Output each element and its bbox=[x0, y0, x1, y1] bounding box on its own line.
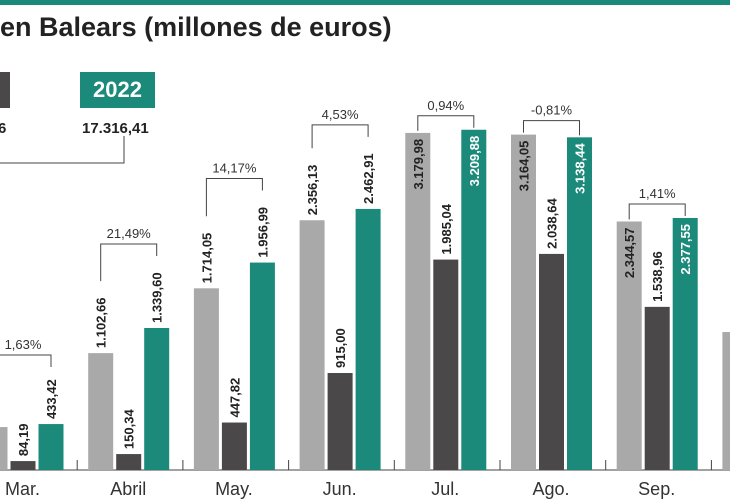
legend-2021-box bbox=[0, 72, 10, 108]
data-label: 447,82 bbox=[227, 378, 242, 418]
bar-2021 bbox=[116, 454, 142, 470]
data-label: 2.377,55 bbox=[678, 224, 693, 275]
change-bracket bbox=[100, 243, 158, 282]
legend-2022-box: 2022 bbox=[80, 72, 155, 108]
month-label: Sep. bbox=[638, 479, 675, 499]
bar-2020 bbox=[193, 288, 219, 470]
data-label: 1.339,60 bbox=[150, 272, 165, 323]
data-label: 1.714,05 bbox=[199, 233, 214, 284]
data-label: 915,00 bbox=[333, 328, 348, 368]
bar-2022 bbox=[249, 262, 275, 470]
bar-2020 bbox=[88, 353, 114, 470]
bar-2022 bbox=[672, 217, 698, 470]
change-label: 0,94% bbox=[427, 98, 464, 113]
bar-2021 bbox=[644, 306, 670, 470]
data-label: 84,19 bbox=[16, 424, 31, 457]
month-label: Abril bbox=[110, 479, 146, 499]
bar-2022 bbox=[567, 137, 592, 470]
change-bracket bbox=[417, 115, 475, 131]
bar-2020 bbox=[722, 332, 730, 470]
change-bracket bbox=[311, 124, 369, 149]
total-connector bbox=[0, 136, 125, 164]
bar-2022 bbox=[461, 129, 487, 470]
bar-2022 bbox=[38, 424, 64, 470]
change-bracket bbox=[0, 354, 52, 368]
data-label: 1.985,04 bbox=[439, 203, 454, 254]
bar-2022 bbox=[144, 328, 170, 470]
bar-2021 bbox=[539, 253, 564, 470]
data-label: 2.038,64 bbox=[545, 198, 560, 249]
change-bracket bbox=[628, 203, 686, 220]
data-label: 3.209,88 bbox=[467, 136, 482, 187]
data-label: 1.956,99 bbox=[255, 207, 270, 258]
change-label: 1,63% bbox=[5, 337, 42, 352]
bar-2021 bbox=[433, 259, 459, 470]
data-label: 150,34 bbox=[122, 409, 137, 450]
change-label: -0,81% bbox=[531, 103, 573, 118]
total-2021: 6 bbox=[0, 120, 7, 137]
month-label: Jun. bbox=[323, 479, 357, 499]
bar-2020 bbox=[616, 221, 642, 470]
bar-2020 bbox=[299, 220, 325, 470]
data-label: 3.164,05 bbox=[517, 141, 532, 192]
data-label: 2.356,13 bbox=[305, 165, 320, 216]
month-label: Ago. bbox=[532, 479, 569, 499]
data-label: 1.538,96 bbox=[650, 251, 665, 302]
bar-2022 bbox=[355, 208, 381, 471]
bar-2020 bbox=[405, 132, 431, 470]
bar-2021 bbox=[327, 373, 353, 470]
data-label: 3.179,98 bbox=[411, 139, 426, 190]
change-label: 14,17% bbox=[212, 161, 257, 176]
change-bracket bbox=[205, 178, 263, 217]
month-label: May. bbox=[215, 479, 253, 499]
total-2022: 17.316,41 bbox=[82, 120, 149, 137]
change-label: 1,41% bbox=[639, 186, 676, 201]
top-rule bbox=[0, 0, 730, 5]
data-label: 1.301,58 bbox=[728, 276, 730, 327]
data-label: 1.102,66 bbox=[94, 298, 109, 349]
month-label: Mar. bbox=[5, 479, 40, 499]
data-label: 2.462,91 bbox=[361, 153, 376, 204]
bar-2020 bbox=[511, 134, 536, 470]
change-label: 4,53% bbox=[322, 107, 359, 122]
chart-title: en Balears (millones de euros) bbox=[0, 12, 392, 42]
change-bracket bbox=[523, 120, 580, 136]
data-label: 3.138,44 bbox=[573, 143, 588, 194]
change-label: 21,49% bbox=[107, 226, 152, 241]
bar-2021 bbox=[10, 461, 36, 470]
bar-2021 bbox=[221, 422, 247, 470]
month-label: Jul. bbox=[431, 479, 459, 499]
data-label: 433,42 bbox=[44, 379, 59, 419]
bar-2020 bbox=[0, 427, 8, 470]
data-label: 2.344,57 bbox=[622, 227, 637, 278]
